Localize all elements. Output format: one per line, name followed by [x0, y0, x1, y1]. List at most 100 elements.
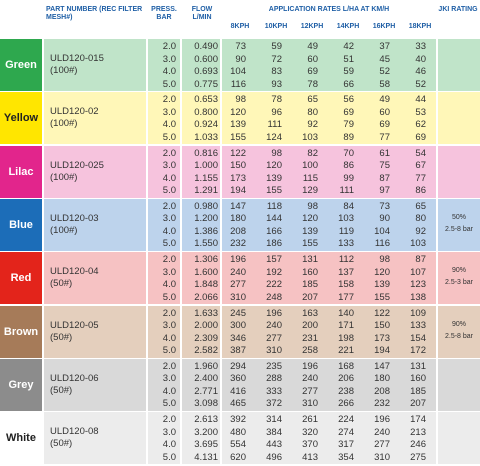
- rate: 221: [338, 345, 354, 356]
- rate: 196: [374, 414, 390, 426]
- color-tab: Green: [0, 39, 42, 91]
- rate: 387: [230, 345, 246, 356]
- cell-bg: [222, 39, 436, 91]
- rate: 208: [374, 385, 390, 397]
- rate: 480: [230, 426, 246, 438]
- cell-bg: [182, 305, 220, 358]
- rate: 137: [338, 266, 354, 278]
- rate: 207: [410, 398, 426, 410]
- rate: 173: [374, 332, 390, 344]
- rate: 72: [271, 53, 282, 65]
- rate: 92: [415, 225, 426, 237]
- rate: 240: [374, 426, 390, 438]
- part-number: ULD120-04: [50, 266, 99, 278]
- rate: 208: [230, 225, 246, 237]
- rate: 60: [307, 53, 318, 65]
- cell-bg: [148, 198, 180, 251]
- cell-bg: [182, 92, 220, 145]
- rate: 73: [379, 200, 390, 212]
- mesh: (100#): [50, 65, 78, 76]
- cell-bg: [438, 39, 480, 91]
- rate: 171: [338, 320, 354, 331]
- nozzle-group: Green ULD120-015 (100#) 2.0 0.490 73 59 49 42 37 3…: [0, 39, 480, 91]
- rate: 416: [230, 385, 246, 397]
- rate: 122: [374, 307, 390, 319]
- jki-rating: 2.5-3 bar: [444, 279, 474, 287]
- pressure: 5.0: [162, 291, 176, 303]
- cell-bg: [148, 305, 180, 358]
- flow: 1.033: [194, 131, 218, 143]
- rate: 300: [230, 320, 246, 331]
- rate: 177: [338, 291, 354, 303]
- rate: 96: [271, 106, 282, 118]
- rate: 174: [410, 414, 426, 426]
- pressure: 4.0: [162, 66, 176, 77]
- cell-bg: [148, 412, 180, 465]
- rate: 90: [379, 213, 390, 225]
- rate: 196: [266, 307, 282, 319]
- rate: 144: [266, 213, 282, 225]
- cell-bg: [148, 252, 180, 305]
- cell-bg: [182, 198, 220, 251]
- rate: 185: [410, 385, 426, 397]
- pressure: 5.0: [162, 185, 176, 197]
- cell-bg: [222, 412, 436, 465]
- rate: 42: [343, 41, 354, 52]
- rate: 124: [266, 131, 282, 143]
- rate: 261: [302, 414, 318, 426]
- pressure: 2.0: [162, 414, 176, 426]
- rate: 53: [415, 106, 426, 118]
- rate: 37: [379, 41, 390, 52]
- jki-rating: 90%: [451, 267, 466, 275]
- flow: 0.600: [194, 53, 218, 65]
- flow: 1.633: [194, 307, 218, 319]
- rate: 238: [338, 385, 354, 397]
- rate: 131: [410, 360, 426, 372]
- rate: 200: [302, 320, 318, 331]
- cell-bg: [438, 198, 480, 251]
- header-jki: JKI RATING: [438, 6, 478, 13]
- nozzle-group: Brown ULD120-05 (50#) 2.0 1.633 245 196 163 140 1…: [0, 305, 480, 358]
- rate: 56: [343, 94, 354, 106]
- color-tab: White: [0, 412, 42, 465]
- rate: 69: [379, 119, 390, 131]
- color-tab: Lilac: [0, 145, 42, 198]
- rate: 360: [230, 373, 246, 385]
- rate: 118: [266, 200, 282, 212]
- rate: 87: [379, 172, 390, 184]
- rate: 277: [266, 332, 282, 344]
- pressure: 3.0: [162, 426, 176, 438]
- nozzle-group: Yellow ULD120-02 (100#) 2.0 0.653 98 78 65 56 49 4…: [0, 92, 480, 145]
- rate: 40: [415, 53, 426, 65]
- jki-rating: 50%: [451, 213, 466, 221]
- rate: 49: [379, 94, 390, 106]
- color-tab: Brown: [0, 305, 42, 358]
- jki-rating: 90%: [451, 320, 466, 328]
- rate: 240: [230, 266, 246, 278]
- rate: 173: [230, 172, 246, 184]
- pressure: 3.0: [162, 106, 176, 118]
- header-speed: 14KPH: [336, 23, 360, 30]
- part-number: ULD120-025: [50, 159, 104, 171]
- rate: 310: [302, 398, 318, 410]
- rate: 194: [374, 345, 390, 356]
- rate: 120: [266, 160, 282, 172]
- rate: 138: [410, 291, 426, 303]
- rate: 115: [302, 172, 318, 184]
- mesh: (50#): [50, 384, 73, 396]
- nozzle-group: Blue ULD120-03 (100#) 2.0 0.980 147 118 98 84 73 6…: [0, 198, 480, 251]
- cell-bg: [222, 305, 436, 358]
- flow: 2.066: [194, 291, 218, 303]
- cell-bg: [438, 412, 480, 465]
- cell-bg: [182, 358, 220, 411]
- rate: 310: [230, 291, 246, 303]
- rate: 150: [230, 160, 246, 172]
- rate: 103: [410, 238, 426, 250]
- rate: 131: [302, 254, 318, 266]
- rate: 69: [307, 66, 318, 77]
- rate: 275: [410, 451, 426, 463]
- rate: 206: [338, 373, 354, 385]
- flow: 0.924: [194, 119, 218, 131]
- pressure: 5.0: [162, 238, 176, 250]
- mesh: (50#): [50, 438, 73, 450]
